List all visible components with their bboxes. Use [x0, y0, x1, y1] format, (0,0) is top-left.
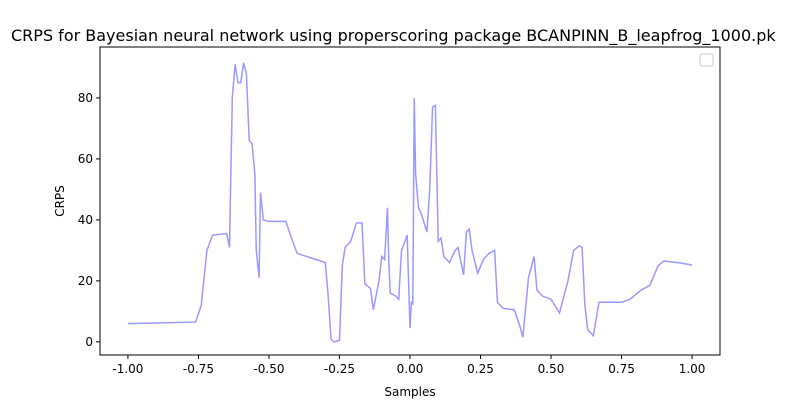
y-tick-label: 0 [85, 335, 93, 349]
y-axis-label: CRPS [53, 185, 67, 217]
x-tick-label: -0.75 [183, 362, 214, 376]
data-line [127, 62, 693, 343]
y-tick-label: 60 [78, 152, 93, 166]
y-tick-label: 40 [78, 213, 93, 227]
x-axis-label: Samples [384, 385, 435, 399]
x-tick-label: 0.25 [467, 362, 494, 376]
plot-frame [99, 46, 721, 356]
x-tick-label: 1.00 [679, 362, 706, 376]
legend-box [699, 53, 714, 67]
x-tick-label: -0.25 [324, 362, 355, 376]
x-tick-label: 0.00 [397, 362, 424, 376]
y-tick-label: 80 [78, 91, 93, 105]
x-tick-label: -1.00 [112, 362, 143, 376]
x-tick-label: -0.50 [253, 362, 284, 376]
chart-title: CRPS for Bayesian neural network using p… [11, 26, 776, 46]
x-tick-label: 0.75 [608, 362, 635, 376]
y-tick-label: 20 [78, 274, 93, 288]
x-tick-label: 0.50 [538, 362, 565, 376]
